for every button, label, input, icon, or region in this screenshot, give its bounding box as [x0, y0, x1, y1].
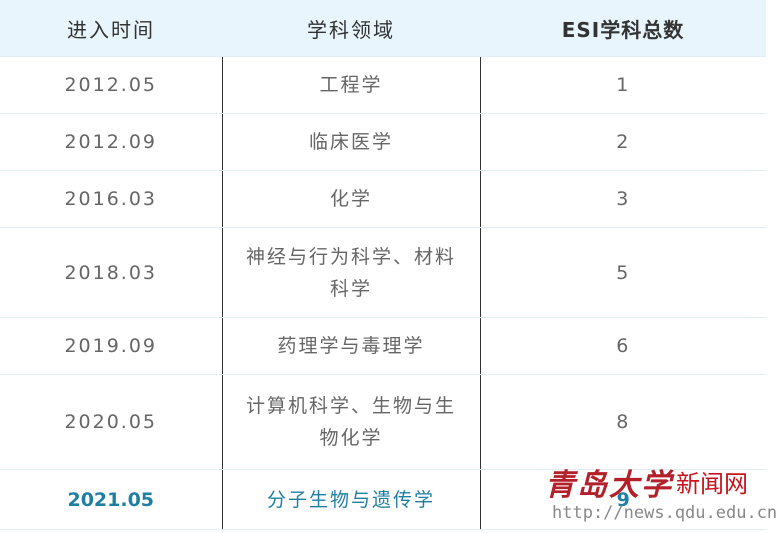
watermark-site: 新闻网 [676, 470, 748, 498]
header-cell: 学科领域 [222, 0, 480, 57]
table-row: 2020.05 计算机科学、生物与生物化学 8 [0, 374, 766, 470]
table-row: 2012.05 工程学 1 [0, 56, 766, 114]
table-row: 2012.09 临床医学 2 [0, 113, 766, 171]
header-cell: 进入时间 [0, 0, 222, 57]
table-cell: 2012.09 [0, 113, 223, 171]
table-cell: 工程学 [222, 56, 481, 114]
header-row: 进入时间 学科领域 ESI学科总数 [0, 0, 766, 57]
header-cell: ESI学科总数 [480, 0, 766, 57]
esi-table: 进入时间 学科领域 ESI学科总数 2012.05 工程学 1 2012.09 临床医学 2 2… [0, 0, 766, 530]
table-row: 2016.03 化学 3 [0, 170, 766, 228]
watermark-url: http://news.qdu.edu.cn [552, 503, 778, 523]
table-cell: 2020.05 [0, 374, 223, 470]
table-cell: 计算机科学、生物与生物化学 [222, 374, 481, 470]
table-cell: 6 [480, 317, 766, 375]
table-cell: 分子生物与遗传学 [222, 469, 481, 530]
table-cell: 化学 [222, 170, 481, 228]
table-cell: 神经与行为科学、材料科学 [222, 227, 481, 318]
table-row: 2019.09 药理学与毒理学 6 [0, 317, 766, 375]
table-cell: 1 [480, 56, 766, 114]
table-cell: 3 [480, 170, 766, 228]
table-cell: 临床医学 [222, 113, 481, 171]
watermark-logo: 青岛大学 [545, 468, 673, 503]
table-cell: 2 [480, 113, 766, 171]
table-cell: 药理学与毒理学 [222, 317, 481, 375]
table-cell: 2018.03 [0, 227, 223, 318]
table-cell: 2016.03 [0, 170, 223, 228]
table-row: 2021.05 分子生物与遗传学 9 [0, 469, 766, 530]
table-cell: 8 [480, 374, 766, 470]
table-cell: 9 [480, 469, 766, 530]
table-cell: 2012.05 [0, 56, 223, 114]
table-cell: 2021.05 [0, 469, 223, 530]
table-row: 2018.03 神经与行为科学、材料科学 5 [0, 227, 766, 318]
table-cell: 2019.09 [0, 317, 223, 375]
table-cell: 5 [480, 227, 766, 318]
